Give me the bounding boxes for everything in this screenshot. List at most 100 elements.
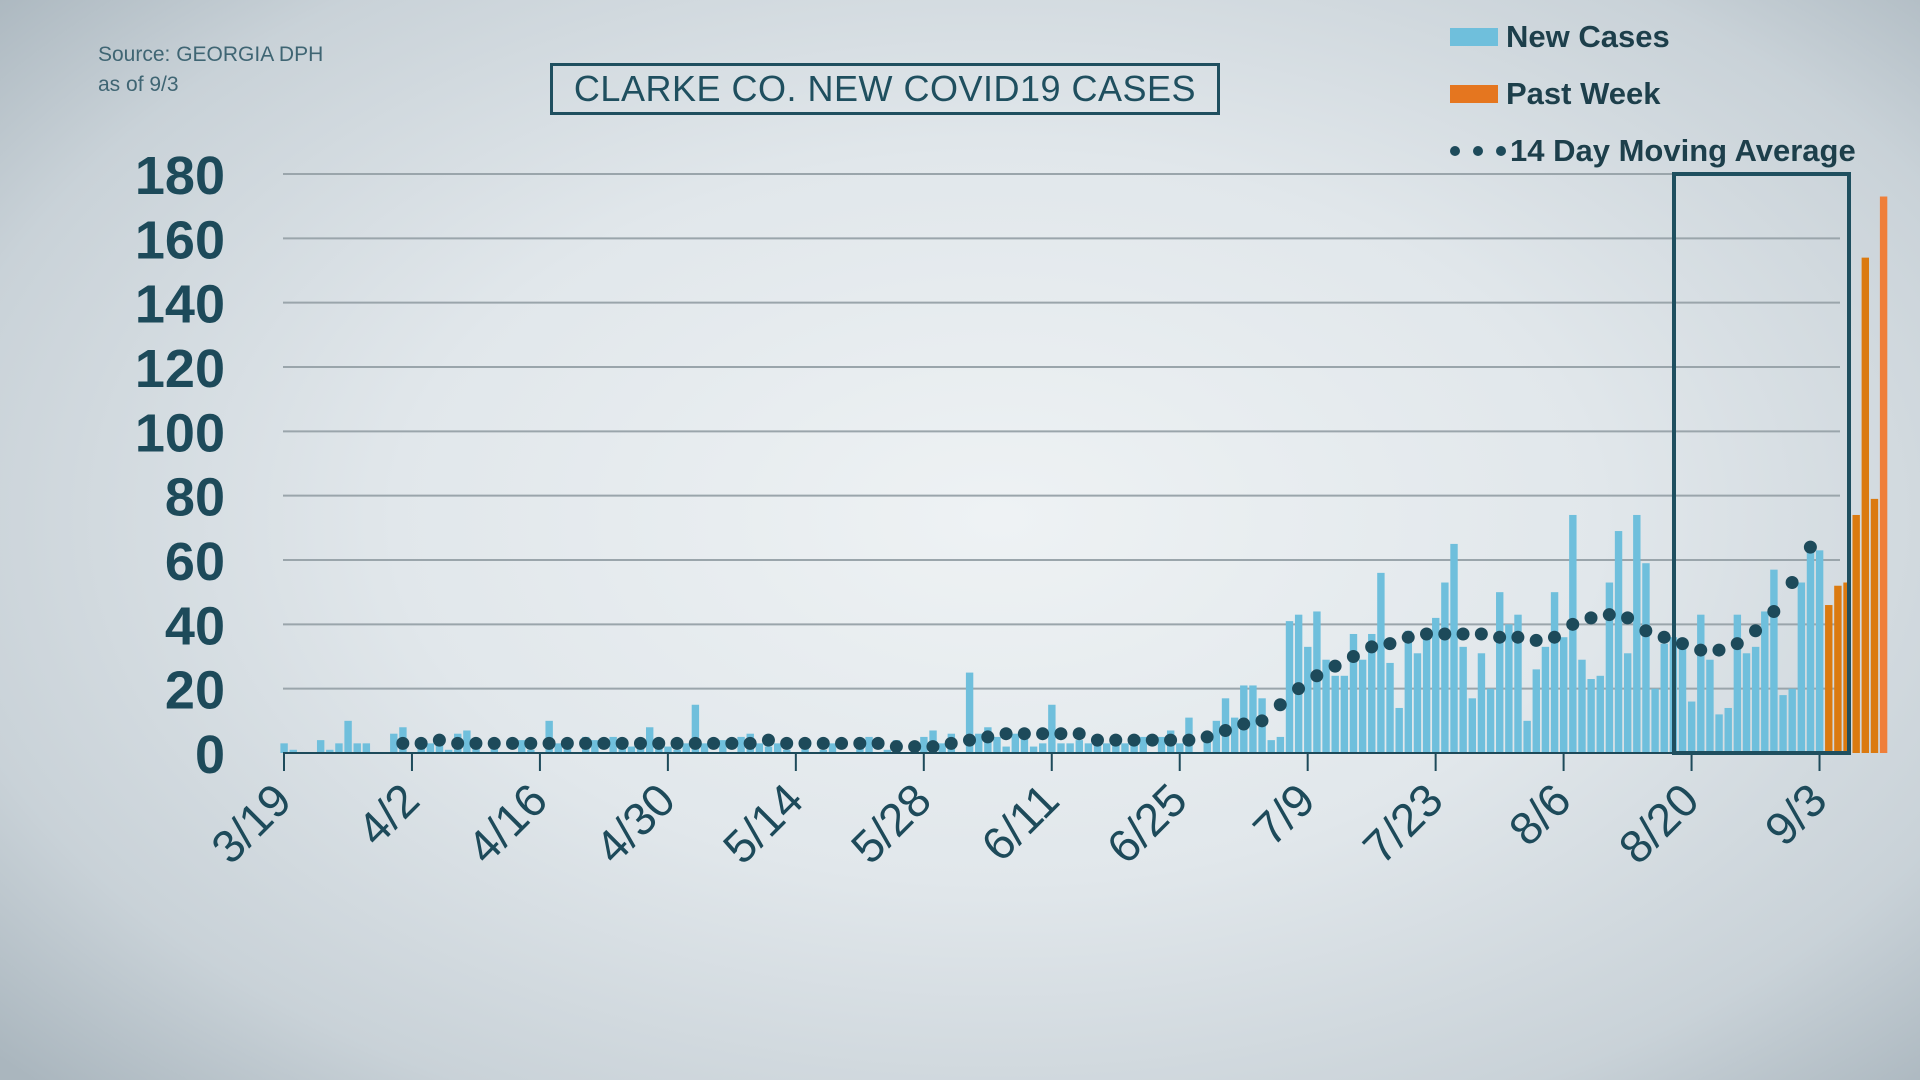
legend-item-moving-average: 14 Day Moving Average (1450, 122, 1856, 179)
bar (1368, 633, 1376, 753)
bar (1550, 592, 1559, 753)
bar (435, 743, 444, 753)
average-dot (1438, 627, 1452, 641)
bar (1103, 743, 1111, 753)
bar (920, 736, 928, 753)
average-dot (1328, 659, 1342, 673)
average-dot (652, 736, 666, 750)
bar (1587, 679, 1595, 753)
average-dot (1785, 576, 1799, 590)
average-dot (1310, 669, 1324, 683)
average-dot (688, 736, 702, 750)
y-tick-label: 60 (165, 532, 225, 592)
bar (1779, 695, 1787, 753)
x-tick-label: 8/6 (1499, 773, 1581, 855)
bar (1276, 736, 1285, 753)
average-dot (1346, 650, 1360, 663)
bar (1057, 743, 1065, 753)
bar (1852, 514, 1860, 753)
bar (390, 733, 398, 753)
average-dot (1127, 733, 1141, 747)
average-dot (579, 736, 593, 750)
average-dot (871, 736, 885, 750)
x-tick-label: 4/16 (457, 773, 557, 873)
bar (1157, 736, 1166, 753)
y-tick-label: 120 (135, 339, 225, 399)
bar (1614, 531, 1623, 753)
average-dot (1621, 611, 1635, 625)
bar (1870, 498, 1879, 753)
bar (1422, 630, 1431, 753)
bar (1212, 720, 1221, 753)
bar (1331, 675, 1339, 753)
average-dot (1182, 733, 1196, 747)
bar (1715, 714, 1723, 753)
average-dot (798, 736, 812, 750)
bar (1815, 550, 1824, 753)
average-dot (524, 736, 538, 750)
bar (1486, 688, 1495, 753)
source-note: Source: GEORGIA DPH as of 9/3 (98, 40, 323, 100)
bar (1441, 582, 1449, 753)
bar (1340, 675, 1349, 753)
average-dot (670, 736, 684, 750)
bar (783, 749, 791, 753)
bar (1560, 637, 1568, 753)
y-tick-label: 140 (135, 275, 225, 335)
bar (691, 704, 700, 753)
average-dot (1456, 627, 1470, 641)
bar (1505, 624, 1513, 753)
bar (316, 740, 325, 753)
x-tick-label: 4/30 (585, 773, 685, 873)
bar (1806, 547, 1815, 753)
bar (280, 743, 288, 753)
bar (1834, 585, 1842, 753)
average-dot (1420, 627, 1433, 641)
bar (1623, 653, 1632, 753)
average-dot (1054, 727, 1068, 741)
average-dot (1675, 637, 1689, 651)
bar (664, 746, 672, 753)
bar (1322, 659, 1330, 753)
average-dot (1200, 730, 1214, 744)
average-dot (1273, 698, 1287, 712)
bar (1523, 720, 1531, 753)
average-dot (1237, 717, 1251, 731)
bar (554, 743, 562, 753)
bar (1139, 736, 1147, 753)
average-dot (999, 727, 1013, 741)
x-tick-label: 6/11 (971, 773, 1069, 871)
bar (1011, 733, 1019, 753)
bar (1569, 514, 1577, 753)
bar (1477, 653, 1486, 753)
bar (1121, 743, 1129, 753)
bar (518, 740, 526, 753)
average-dot (1072, 727, 1086, 741)
y-tick-label: 0 (195, 725, 225, 785)
bar (1358, 659, 1367, 753)
legend-item-past-week: Past Week (1450, 65, 1856, 122)
bars (280, 196, 1888, 753)
bar (1267, 740, 1275, 753)
x-tick-label: 7/23 (1353, 773, 1453, 873)
bar (1660, 643, 1668, 753)
bar (1770, 569, 1778, 753)
bar (975, 733, 983, 753)
average-dot (1109, 733, 1123, 747)
bar (344, 720, 352, 753)
bar (1093, 743, 1102, 753)
bar (627, 746, 636, 753)
bar (1039, 743, 1047, 753)
average-dot (1767, 604, 1781, 618)
average-dot (414, 736, 428, 750)
y-tick-label: 180 (135, 146, 225, 206)
average-dot (1401, 630, 1415, 644)
average-dot (1730, 637, 1744, 651)
bar (1395, 707, 1403, 753)
average-dot (1712, 643, 1726, 657)
average-dot (1803, 540, 1817, 554)
chart-title: CLARKE CO. NEW COVID19 CASES (550, 63, 1220, 115)
average-dot (707, 736, 721, 750)
bar (1176, 743, 1184, 753)
